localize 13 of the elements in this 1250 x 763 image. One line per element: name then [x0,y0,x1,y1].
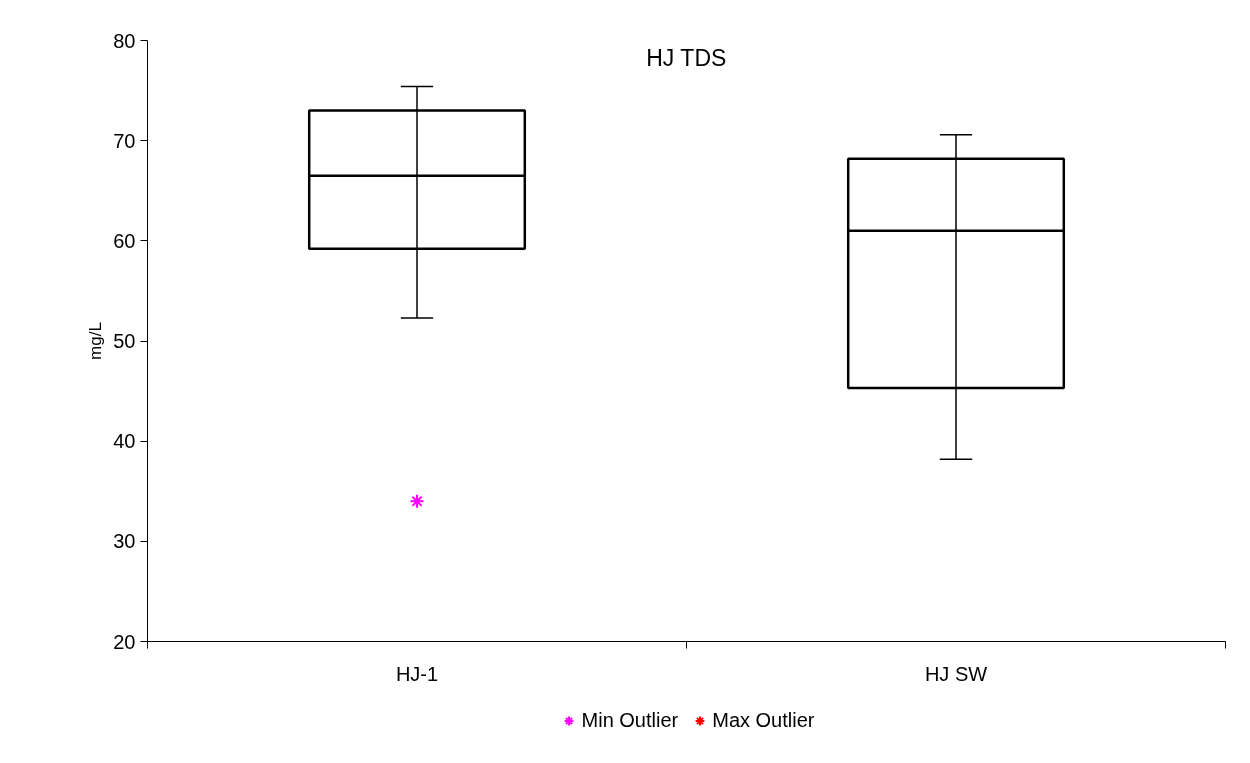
chart-title: HJ TDS [646,44,727,71]
y-tick-label: 20 [113,630,136,653]
y-tick-label: 40 [113,430,136,453]
legend-label: Min Outlier [581,708,679,732]
x-tick-label: HJ SW [924,662,988,685]
y-tick-label: 30 [113,530,136,553]
y-axis-title: mg/L [86,322,106,360]
y-tick-label: 70 [113,129,136,152]
y-tick-label: 60 [113,229,136,252]
legend-label: Max Outlier [712,708,815,732]
y-tick-label: 50 [113,330,136,352]
y-tick-label: 80 [113,29,136,52]
x-tick-label: HJ-1 [395,662,439,685]
